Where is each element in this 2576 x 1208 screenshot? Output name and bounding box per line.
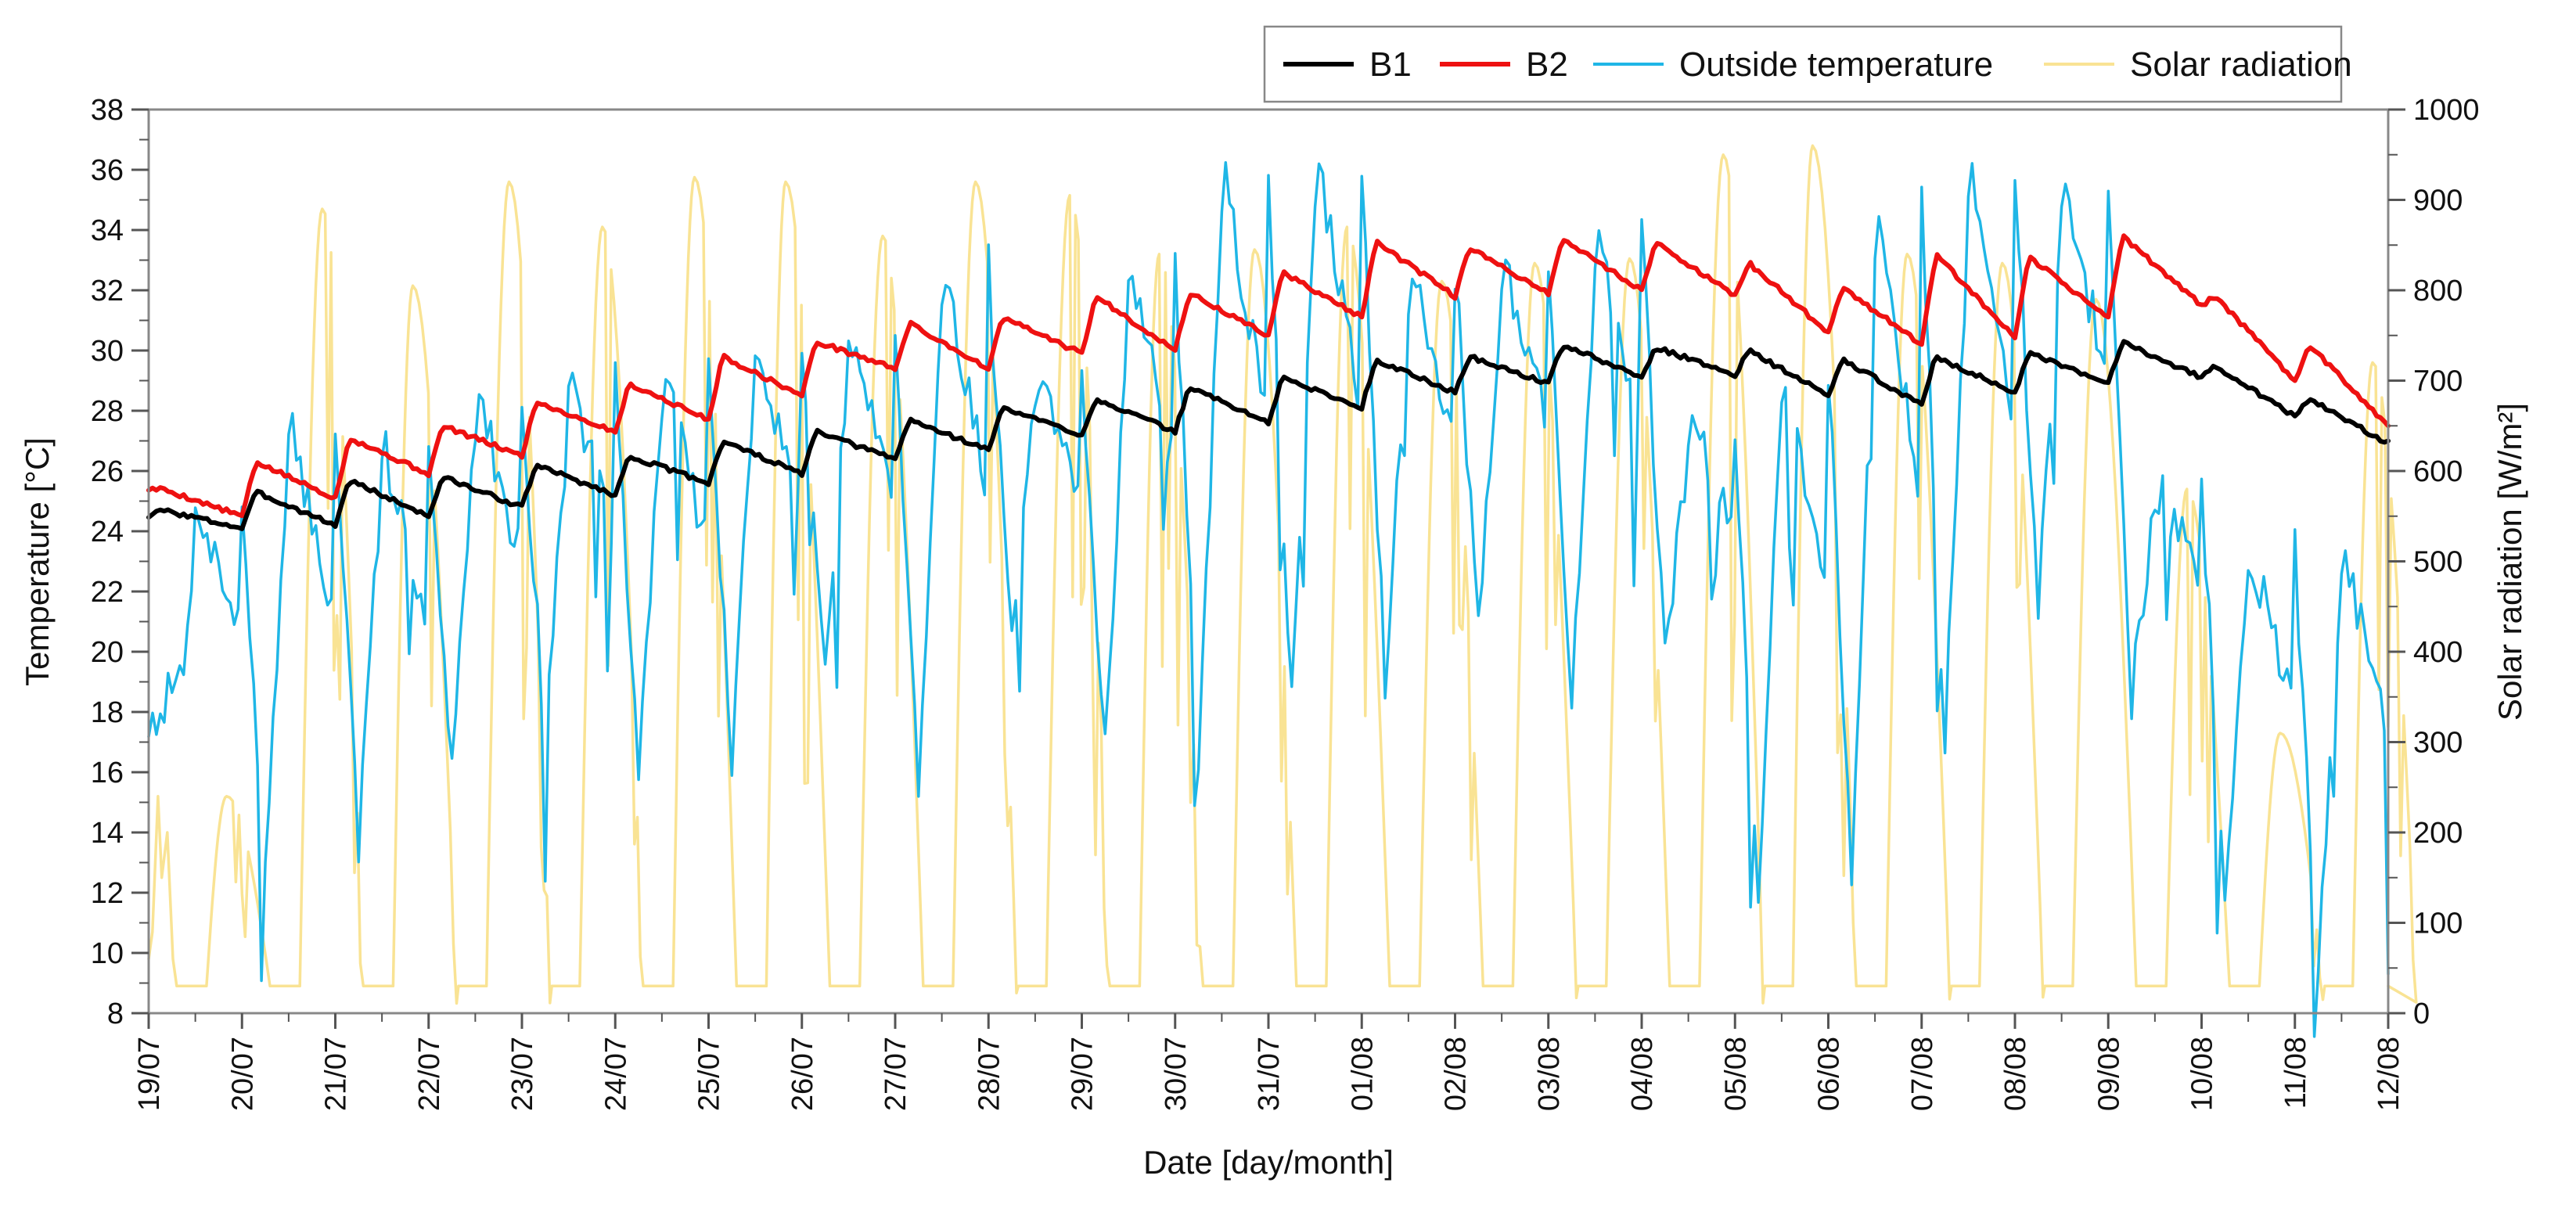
x-axis-title: Date [day/month] (1143, 1144, 1394, 1181)
left-tick-label: 28 (91, 395, 124, 428)
x-tick-label: 30/07 (1160, 1037, 1193, 1111)
x-tick-label: 27/07 (880, 1037, 912, 1111)
b2-series (146, 233, 2391, 519)
x-tick-label: 12/08 (2373, 1037, 2405, 1111)
x-tick-label: 26/07 (786, 1037, 819, 1111)
x-tick-label: 05/08 (1719, 1037, 1752, 1111)
right-tick-label: 0 (2413, 998, 2430, 1030)
x-tick-label: 29/07 (1067, 1037, 1099, 1111)
right-tick-label: 800 (2413, 275, 2463, 307)
b1-line (146, 339, 2391, 531)
left-tick-label: 34 (91, 214, 124, 247)
left-tick-label: 26 (91, 455, 124, 488)
legend-label-solar-radiation: Solar radiation (2130, 45, 2352, 84)
x-tick-label: 28/07 (973, 1037, 1006, 1111)
left-tick-label: 12 (91, 877, 124, 910)
x-tick-label: 20/07 (226, 1037, 259, 1111)
x-tick-label: 10/08 (2186, 1037, 2219, 1111)
left-tick-label: 10 (91, 937, 124, 970)
left-tick-label: 22 (91, 576, 124, 609)
right-tick-label: 700 (2413, 365, 2463, 398)
right-tick-label: 600 (2413, 455, 2463, 488)
left-tick-label: 18 (91, 696, 124, 729)
x-tick-label: 09/08 (2092, 1037, 2125, 1111)
left-tick-label: 32 (91, 275, 124, 307)
x-tick-label: 11/08 (2279, 1037, 2312, 1109)
left-tick-label: 38 (91, 94, 124, 127)
left-axis-title: Temperature [°C] (19, 437, 56, 686)
right-tick-label: 200 (2413, 817, 2463, 850)
x-tick-label: 08/08 (1999, 1037, 2032, 1111)
legend: B1 B2 Outside temperature Solar radiatio… (1263, 25, 2352, 103)
outside-temperature-line (147, 161, 2390, 1038)
b2-line (146, 233, 2391, 519)
x-tick-label: 31/07 (1253, 1037, 1286, 1111)
right-tick-label: 1000 (2413, 94, 2480, 127)
x-tick-label: 25/07 (693, 1037, 726, 1111)
x-axis: 19/07 20/07 21/07 22/07 23/07 24/07 25/07 26/07… (133, 1013, 2405, 1111)
x-tick-label: 23/07 (506, 1037, 539, 1111)
x-tick-label: 01/08 (1346, 1037, 1379, 1111)
right-tick-label: 400 (2413, 636, 2463, 669)
x-tick-label: 02/08 (1440, 1037, 1473, 1111)
left-tick-label: 36 (91, 154, 124, 187)
x-tick-label: 19/07 (133, 1037, 166, 1111)
outside-temperature-series (147, 161, 2390, 1038)
right-tick-label: 300 (2413, 727, 2463, 760)
left-tick-label: 14 (91, 817, 124, 850)
solar-radiation-series (147, 144, 2418, 1005)
x-tick-label: 22/07 (413, 1037, 446, 1111)
legend-label-b1: B1 (1369, 45, 1412, 84)
legend-label-outside-temperature: Outside temperature (1679, 45, 1993, 84)
solar-radiation-line (147, 144, 2418, 1005)
right-tick-label: 900 (2413, 185, 2463, 218)
x-tick-label: 06/08 (1813, 1037, 1846, 1111)
x-tick-label: 07/08 (1906, 1037, 1939, 1111)
right-axis: 0 100 200 300 400 500 600 700 800 900 1000 (2388, 94, 2480, 1030)
left-tick-label: 30 (91, 335, 124, 368)
left-axis: 8 10 12 14 16 18 20 22 24 26 28 30 32 34 36 38 (91, 94, 149, 1030)
x-tick-label: 04/08 (1626, 1037, 1659, 1111)
x-tick-label: 21/07 (320, 1037, 353, 1111)
right-tick-label: 100 (2413, 908, 2463, 940)
right-tick-label: 500 (2413, 546, 2463, 579)
left-tick-label: 8 (107, 998, 124, 1030)
left-tick-label: 20 (91, 636, 124, 669)
left-tick-label: 16 (91, 757, 124, 789)
right-axis-title: Solar radiation [W/m²] (2491, 403, 2528, 721)
b1-series (146, 339, 2391, 531)
x-tick-label: 03/08 (1533, 1037, 1566, 1111)
left-tick-label: 24 (91, 516, 124, 548)
legend-label-b2: B2 (1526, 45, 1568, 84)
x-tick-label: 24/07 (599, 1037, 632, 1111)
